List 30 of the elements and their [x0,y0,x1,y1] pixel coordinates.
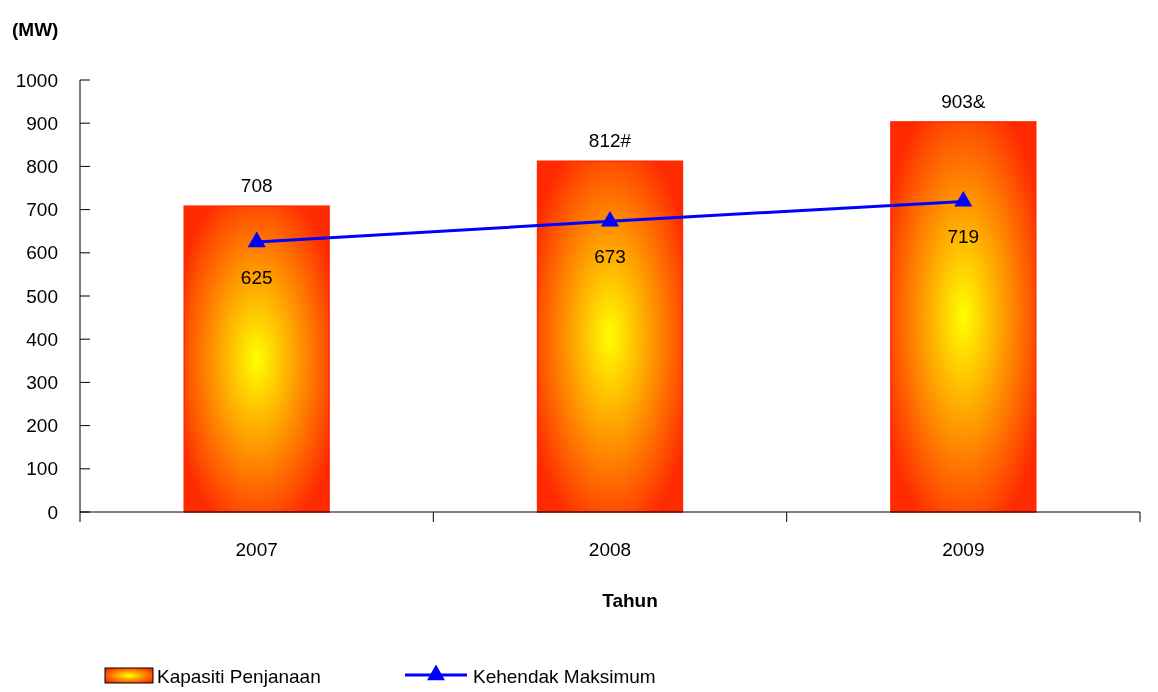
x-tick-label: 2009 [942,539,985,560]
y-tick-label: 1000 [15,69,58,91]
y-tick-label: 900 [26,112,58,134]
data-label: 625 [240,267,273,288]
point [601,210,619,227]
data-label: 708 [240,175,273,197]
legend-label: Kapasiti Penjanaan [157,666,321,687]
x-tick-label: 2007 [235,539,278,560]
bar [183,205,330,513]
bar [536,160,684,513]
y-tick-label: 300 [26,372,58,394]
y-tick-label: 600 [26,242,58,264]
y-tick-label: 500 [26,285,58,307]
y-tick-label: 100 [26,458,58,480]
data-label: 719 [947,226,980,248]
y-tick-label: 800 [26,156,58,178]
data-label: 812# [588,130,632,152]
data-label: 903& [941,90,986,112]
legend-label: Kehendak Maksimum [473,666,656,687]
data-label: 673 [594,246,626,268]
y-axis-title: (MW) [12,19,59,40]
y-tick-label: 0 [47,501,58,523]
point [247,231,266,248]
x-axis-title: Tahun [602,590,658,611]
point [954,191,973,207]
bar [890,121,1037,513]
y-tick-label: 700 [26,199,58,221]
y-tick-label: 400 [26,328,58,350]
x-tick-label: 2008 [588,539,632,560]
y-tick-label: 200 [26,415,58,437]
